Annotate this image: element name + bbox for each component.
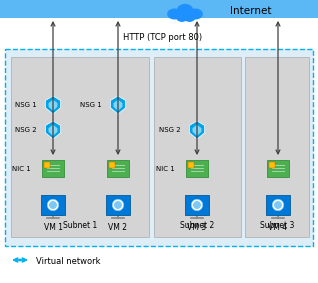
Text: NSG 1: NSG 1 [15, 102, 37, 108]
Circle shape [191, 199, 203, 211]
Text: Virtual network: Virtual network [36, 256, 100, 265]
Text: VM 3: VM 3 [187, 222, 207, 231]
FancyBboxPatch shape [0, 0, 318, 18]
Text: Subnet 2: Subnet 2 [180, 222, 215, 230]
FancyBboxPatch shape [154, 57, 241, 237]
Circle shape [114, 201, 122, 209]
Text: Subnet 1: Subnet 1 [63, 222, 97, 230]
FancyBboxPatch shape [5, 49, 313, 246]
FancyBboxPatch shape [109, 162, 115, 168]
Ellipse shape [176, 4, 194, 18]
Polygon shape [45, 121, 61, 139]
Polygon shape [49, 125, 58, 136]
Circle shape [49, 201, 57, 209]
FancyBboxPatch shape [41, 195, 65, 215]
Polygon shape [114, 100, 122, 111]
Text: Internet: Internet [230, 6, 272, 16]
Text: NSG 1: NSG 1 [80, 102, 102, 108]
Circle shape [112, 199, 124, 211]
Circle shape [272, 199, 284, 211]
Text: NIC 1: NIC 1 [156, 166, 175, 172]
FancyBboxPatch shape [186, 160, 208, 177]
Ellipse shape [167, 8, 182, 20]
FancyBboxPatch shape [185, 195, 209, 215]
Text: VM 1: VM 1 [44, 222, 63, 231]
Text: Subnet 3: Subnet 3 [260, 222, 294, 230]
FancyBboxPatch shape [267, 160, 289, 177]
Polygon shape [192, 125, 202, 136]
Text: NSG 2: NSG 2 [159, 127, 181, 133]
Polygon shape [110, 96, 126, 114]
Polygon shape [45, 96, 61, 114]
Circle shape [22, 258, 25, 261]
Circle shape [274, 201, 282, 209]
Ellipse shape [189, 8, 203, 20]
Circle shape [15, 258, 18, 261]
FancyBboxPatch shape [106, 195, 130, 215]
FancyBboxPatch shape [188, 162, 194, 168]
FancyBboxPatch shape [245, 57, 309, 237]
Text: NIC 1: NIC 1 [12, 166, 31, 172]
Text: VM 2: VM 2 [108, 222, 128, 231]
Ellipse shape [183, 12, 196, 22]
Polygon shape [189, 121, 205, 139]
FancyBboxPatch shape [269, 162, 275, 168]
Text: VM 4: VM 4 [268, 222, 287, 231]
Text: HTTP (TCP port 80): HTTP (TCP port 80) [123, 33, 203, 42]
FancyBboxPatch shape [44, 162, 50, 168]
FancyBboxPatch shape [107, 160, 129, 177]
FancyBboxPatch shape [266, 195, 290, 215]
Text: NSG 2: NSG 2 [15, 127, 37, 133]
FancyBboxPatch shape [42, 160, 64, 177]
Polygon shape [49, 100, 58, 111]
Circle shape [47, 199, 59, 211]
Ellipse shape [176, 12, 188, 22]
Circle shape [193, 201, 201, 209]
Circle shape [18, 258, 22, 261]
FancyBboxPatch shape [11, 57, 149, 237]
